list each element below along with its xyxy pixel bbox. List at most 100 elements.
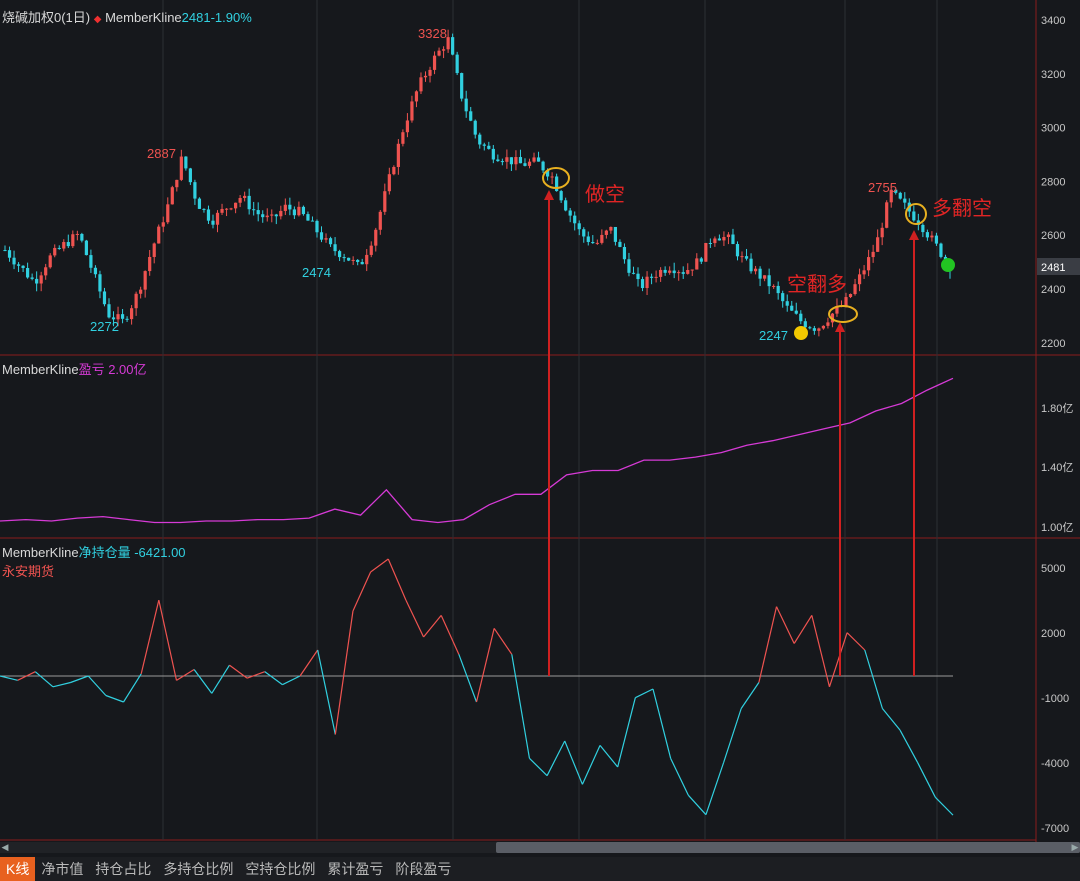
candle-body: [139, 289, 143, 294]
candle-body: [699, 258, 703, 262]
candle-body: [152, 243, 156, 257]
candle-body: [66, 242, 70, 247]
tab-stage-pnl[interactable]: 阶段盈亏: [395, 861, 452, 877]
position-axis: 5000 2000 -1000 -4000 -7000: [1041, 563, 1069, 835]
candle-body: [256, 210, 260, 215]
candle-body: [541, 161, 545, 171]
position-segment: [511, 654, 531, 759]
scrollbar-thumb[interactable]: [496, 842, 1080, 853]
pnl-axis: 1.80亿 1.40亿 1.00亿: [1041, 402, 1073, 534]
position-segment: [17, 671, 36, 681]
pnl-line: [0, 377, 954, 524]
candle-body: [423, 75, 428, 78]
position-segment: [282, 675, 301, 686]
candle-body: [428, 69, 432, 76]
candle-body: [573, 215, 577, 224]
candle-body: [84, 240, 88, 256]
price-label-low: 2247: [759, 328, 788, 343]
candle-body: [505, 157, 509, 162]
candle-body: [672, 270, 676, 274]
candle-body: [545, 170, 550, 177]
candle-body: [365, 254, 369, 265]
candle-body: [857, 274, 862, 285]
candle-body: [369, 245, 373, 255]
tab-cumulative-pnl[interactable]: 累计盈亏: [327, 861, 384, 877]
member-name: 永安期货: [2, 564, 55, 579]
candle-body: [794, 310, 798, 314]
tab-position-share[interactable]: 持仓占比: [95, 861, 152, 877]
position-segment: [176, 668, 195, 681]
candle-body: [39, 275, 43, 284]
candle-body: [21, 265, 25, 269]
candle-body: [496, 159, 500, 162]
position-segment: [0, 675, 18, 681]
position-segment: [34, 671, 54, 688]
candle-body: [455, 54, 459, 74]
candle-body: [437, 50, 441, 56]
candle-body: [351, 259, 355, 261]
candle-body: [98, 274, 102, 292]
position-segment: [193, 669, 213, 694]
position-segment: [811, 615, 831, 687]
candle-body: [808, 327, 812, 329]
position-segment: [158, 600, 178, 681]
candle-body: [71, 234, 75, 247]
candle-body: [184, 156, 188, 169]
candle-body: [568, 210, 572, 216]
candle-body: [595, 242, 599, 244]
candlestick-series: [3, 29, 952, 337]
position-segment: [52, 681, 71, 688]
candle-body: [342, 257, 346, 259]
candle-body: [261, 214, 265, 218]
candle-body: [333, 244, 337, 252]
candle-body: [202, 208, 206, 210]
position-segment: [917, 762, 936, 798]
candle-body: [319, 232, 324, 240]
candle-body: [292, 209, 296, 216]
candle-body: [640, 279, 645, 289]
candle-body: [776, 285, 780, 294]
candle-body: [80, 233, 84, 241]
candle-body: [473, 120, 477, 135]
tab-kline[interactable]: K线: [0, 857, 36, 881]
candle-body: [441, 49, 446, 51]
candle-body: [44, 267, 48, 276]
chart-header: 烧碱加权0(1日) ◆ MemberKline2481-1.90%: [2, 7, 252, 26]
candle-body: [925, 232, 929, 238]
position-segment: [475, 628, 495, 703]
position-tick: -4000: [1041, 758, 1069, 770]
candle-body: [175, 179, 179, 188]
candle-body: [577, 223, 581, 230]
current-price-box: [1037, 258, 1080, 275]
position-segment: [458, 654, 478, 703]
candle-body: [509, 157, 514, 165]
candle-body: [401, 132, 405, 144]
position-segment: [740, 682, 760, 709]
candle-body: [518, 157, 523, 164]
candle-body: [328, 238, 333, 245]
horizontal-scrollbar[interactable]: ◀ ▶: [0, 842, 1080, 853]
price-tick: 2600: [1041, 230, 1065, 242]
candle-body: [482, 144, 486, 146]
candle-body: [57, 247, 61, 249]
position-segment: [105, 694, 124, 703]
candle-body: [16, 264, 21, 266]
position-segment: [670, 758, 689, 796]
candle-body: [288, 204, 292, 210]
tab-short-position-ratio[interactable]: 空持仓比例: [245, 861, 316, 877]
candle-body: [853, 284, 857, 295]
candle-body: [835, 306, 839, 314]
candle-body: [876, 237, 880, 252]
candle-body: [48, 255, 52, 268]
tab-net-market-value[interactable]: 净市值: [41, 861, 84, 877]
candle-body: [514, 157, 518, 165]
position-segment: [334, 610, 354, 735]
position-segment: [493, 627, 513, 655]
tab-long-position-ratio[interactable]: 多持仓比例: [163, 861, 234, 877]
candle-body: [649, 276, 654, 278]
candle-body: [654, 276, 658, 278]
scroll-left-icon[interactable]: ◀: [1, 842, 9, 852]
candle-body: [396, 143, 400, 168]
scroll-right-icon[interactable]: ▶: [1071, 842, 1079, 852]
